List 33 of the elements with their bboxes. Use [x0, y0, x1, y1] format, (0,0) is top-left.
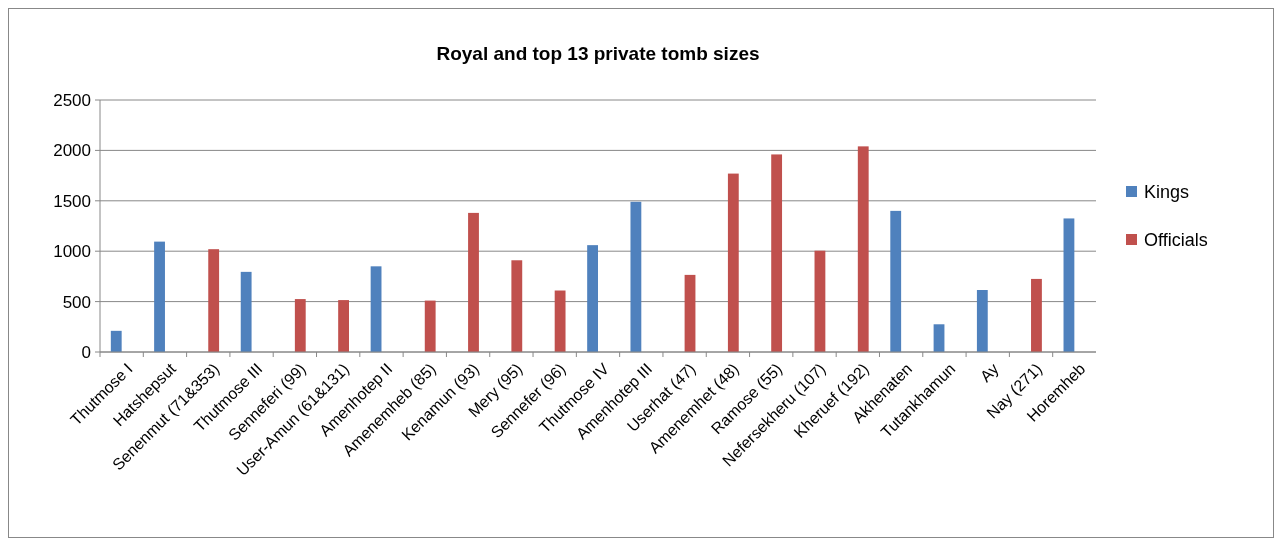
- x-tick-label: Ay: [976, 360, 1002, 386]
- bar: [587, 245, 598, 352]
- bar: [933, 324, 945, 352]
- bar: [294, 299, 306, 352]
- bar: [110, 330, 122, 352]
- y-tick-label: 500: [62, 292, 91, 312]
- bar: [424, 300, 436, 352]
- bar: [630, 201, 642, 352]
- y-tick-label: 2500: [53, 90, 91, 110]
- bar: [511, 260, 523, 352]
- bar: [370, 266, 382, 352]
- y-tick-label: 1500: [53, 191, 91, 211]
- bar: [976, 290, 988, 352]
- legend-label: Kings: [1144, 182, 1190, 203]
- bar: [684, 274, 696, 352]
- bar: [240, 271, 252, 352]
- bar: [727, 173, 739, 352]
- legend-label: Officials: [1144, 230, 1208, 251]
- bar: [154, 241, 165, 352]
- bar: [890, 210, 902, 352]
- bar: [1063, 218, 1075, 352]
- bar: [338, 300, 349, 352]
- bar: [468, 212, 479, 352]
- bar: [208, 249, 220, 352]
- bar: [1031, 278, 1042, 352]
- bar: [857, 146, 869, 352]
- bar: [771, 154, 783, 352]
- chart-title: Royal and top 13 private tomb sizes: [436, 43, 760, 64]
- y-tick-label: 0: [81, 342, 91, 362]
- bar: [814, 250, 826, 352]
- bar: [554, 290, 566, 352]
- y-tick-label: 1000: [53, 242, 91, 262]
- y-tick-label: 2000: [53, 141, 91, 161]
